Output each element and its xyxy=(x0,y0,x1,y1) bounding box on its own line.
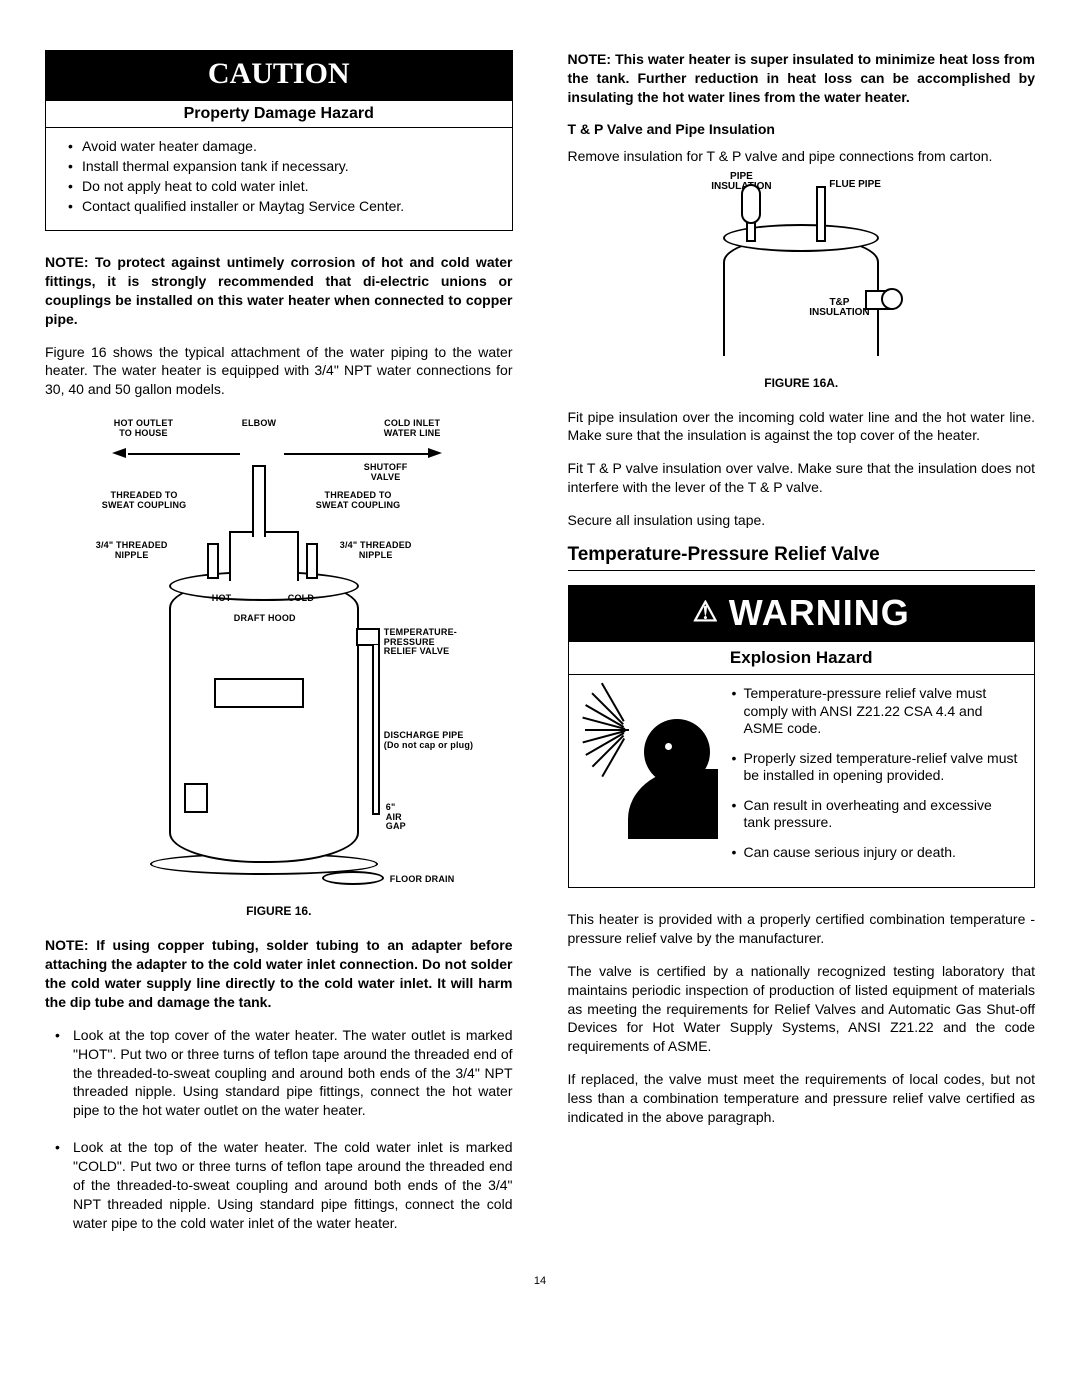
instruction-list: Look at the top cover of the water heate… xyxy=(45,1026,513,1233)
para-certified-combo: This heater is provided with a properly … xyxy=(568,910,1036,948)
section-rule xyxy=(568,570,1036,571)
label-elbow: ELBOW xyxy=(242,419,277,428)
instruction-item: Look at the top cover of the water heate… xyxy=(73,1026,513,1120)
warning-item: Temperature-pressure relief valve must c… xyxy=(744,685,1021,738)
warning-title: ⚠ WARNING xyxy=(569,586,1035,642)
label-nipple-r: 3/4" THREADEDNIPPLE xyxy=(340,541,412,560)
warning-title-text: WARNING xyxy=(729,592,910,633)
caution-item: Avoid water heater damage. xyxy=(82,138,488,154)
caution-item: Do not apply heat to cold water inlet. xyxy=(82,178,488,194)
figure-16a-diagram: PIPEINSULATION FLUE PIPE T&PINSULATION xyxy=(671,180,931,370)
left-column: CAUTION Property Damage Hazard Avoid wat… xyxy=(45,50,513,1251)
label-discharge: DISCHARGE PIPE(Do not cap or plug) xyxy=(384,731,474,750)
label-cold-inlet: COLD INLETWATER LINE xyxy=(384,419,441,438)
label-flue: FLUE PIPE xyxy=(829,180,881,191)
warning-subtitle: Explosion Hazard xyxy=(569,642,1035,675)
label-airgap: 6"AIRGAP xyxy=(386,803,406,831)
label-draft: DRAFT HOOD xyxy=(234,613,296,623)
para-fit-tp: Fit T & P valve insulation over valve. M… xyxy=(568,459,1036,497)
para-certified-lab: The valve is certified by a nationally r… xyxy=(568,962,1036,1056)
label-hot-outlet: HOT OUTLETTO HOUSE xyxy=(114,419,174,438)
para-secure: Secure all insulation using tape. xyxy=(568,511,1036,530)
figure-16-diagram: HOT OUTLETTO HOUSE ELBOW COLD INLETWATER… xyxy=(84,413,474,898)
figure-16a-caption: FIGURE 16A. xyxy=(568,376,1036,390)
caution-item: Install thermal expansion tank if necess… xyxy=(82,158,488,174)
subhead-tp: T & P Valve and Pipe Insulation xyxy=(568,121,1036,137)
para-replace: If replaced, the valve must meet the req… xyxy=(568,1070,1036,1127)
caution-list: Avoid water heater damage. Install therm… xyxy=(46,128,512,230)
figure-16-caption: FIGURE 16. xyxy=(45,904,513,918)
label-floor: FLOOR DRAIN xyxy=(390,875,455,884)
caution-item: Contact qualified installer or Maytag Se… xyxy=(82,198,488,214)
section-heading-tprv: Temperature-Pressure Relief Valve xyxy=(568,544,1036,566)
caution-title: CAUTION xyxy=(46,51,512,101)
para-fig16-intro: Figure 16 shows the typical attachment o… xyxy=(45,343,513,400)
explosion-icon xyxy=(583,685,718,835)
figure-16: HOT OUTLETTO HOUSE ELBOW COLD INLETWATER… xyxy=(45,413,513,918)
note-corrosion: NOTE: To protect against untimely corros… xyxy=(45,253,513,329)
para-remove-insulation: Remove insulation for T & P valve and pi… xyxy=(568,147,1036,166)
warning-item: Properly sized temperature-relief valve … xyxy=(744,750,1021,785)
warning-body: Temperature-pressure relief valve must c… xyxy=(569,675,1035,887)
note-solder: NOTE: If using copper tubing, solder tub… xyxy=(45,936,513,1012)
label-threaded-r: THREADED TOSWEAT COUPLING xyxy=(316,491,401,510)
label-shutoff: SHUTOFFVALVE xyxy=(364,463,408,482)
warning-box: ⚠ WARNING Explosion Hazard xyxy=(568,585,1036,888)
caution-subtitle: Property Damage Hazard xyxy=(46,101,512,128)
warning-item: Can result in overheating and excessive … xyxy=(744,797,1021,832)
note-insulated: NOTE: This water heater is super insulat… xyxy=(568,50,1036,107)
label-nipple-l: 3/4" THREADEDNIPPLE xyxy=(96,541,168,560)
label-tprv: TEMPERATURE-PRESSURERELIEF VALVE xyxy=(384,628,457,656)
label-tp-ins: T&PINSULATION xyxy=(809,298,869,319)
label-hot: HOT xyxy=(212,593,232,603)
page-number: 14 xyxy=(45,1275,1035,1287)
warning-list: Temperature-pressure relief valve must c… xyxy=(730,685,1021,873)
page: CAUTION Property Damage Hazard Avoid wat… xyxy=(45,50,1035,1251)
right-column: NOTE: This water heater is super insulat… xyxy=(568,50,1036,1251)
warning-item: Can cause serious injury or death. xyxy=(744,844,1021,862)
para-fit-pipe: Fit pipe insulation over the incoming co… xyxy=(568,408,1036,446)
instruction-item: Look at the top of the water heater. The… xyxy=(73,1138,513,1232)
figure-16a: PIPEINSULATION FLUE PIPE T&PINSULATION F… xyxy=(568,180,1036,390)
warning-triangle-icon: ⚠ xyxy=(693,596,719,627)
caution-box: CAUTION Property Damage Hazard Avoid wat… xyxy=(45,50,513,231)
label-cold: COLD xyxy=(288,593,314,603)
label-threaded-l: THREADED TOSWEAT COUPLING xyxy=(102,491,187,510)
